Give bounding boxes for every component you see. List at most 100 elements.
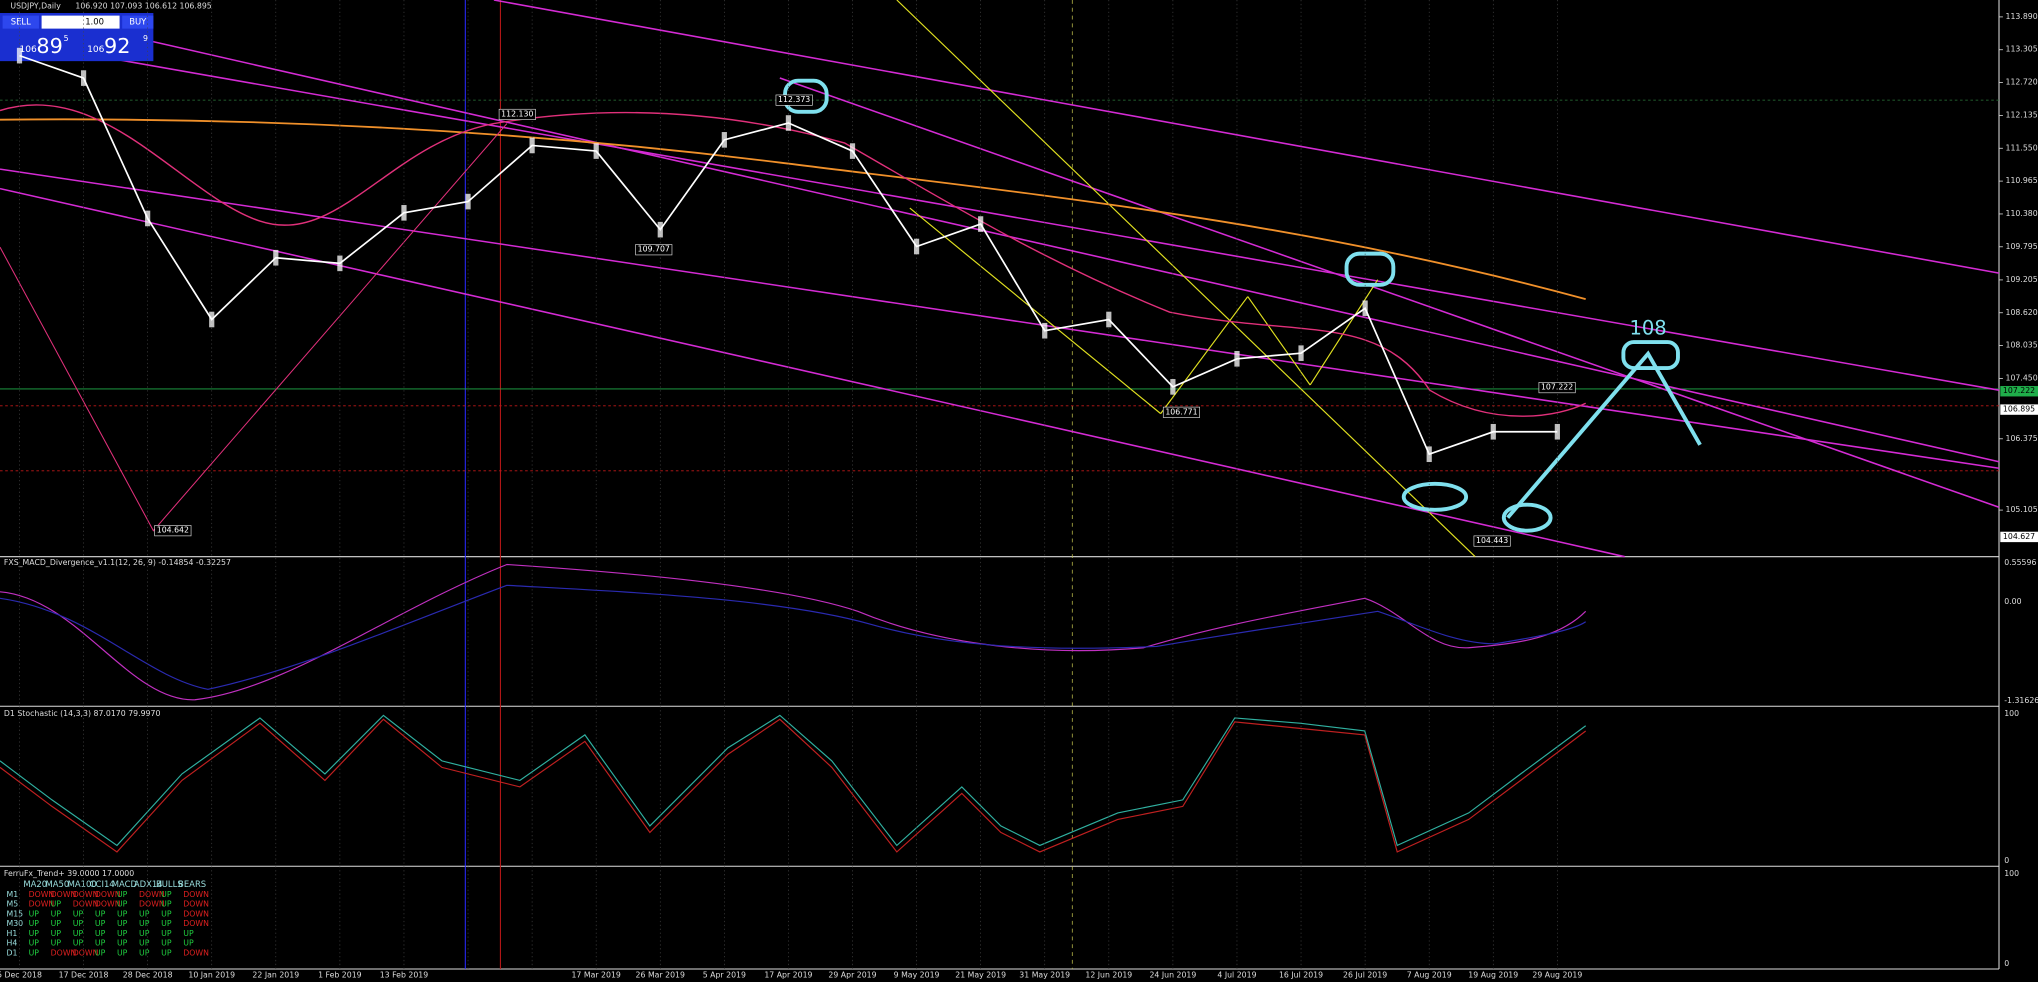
- bid-sup[interactable]: 5: [64, 34, 69, 43]
- x-tick-label: 29 Apr 2019: [828, 970, 876, 979]
- annotation-box: [635, 244, 673, 256]
- trend-cell: DOWN: [73, 948, 99, 957]
- lot-input[interactable]: [41, 15, 120, 29]
- trend-cell: DOWN: [95, 890, 121, 899]
- y-tick-label: 113.305: [2006, 45, 2038, 54]
- trend-cell: UP: [139, 939, 150, 948]
- lot-value[interactable]: 1.00: [85, 17, 104, 27]
- annotation-box: [498, 108, 536, 120]
- y-tick-label: 108.620: [2006, 308, 2038, 317]
- stoch-tick: 0: [2004, 856, 2009, 865]
- bid-prefix[interactable]: 106: [19, 45, 37, 55]
- y-tick-label: 111.550: [2006, 143, 2038, 152]
- y-tick-label: 108.035: [2006, 341, 2038, 350]
- trend-cell: DOWN: [183, 948, 209, 957]
- target-label: 108: [1629, 317, 1666, 340]
- price-label-bg: [2000, 531, 2038, 543]
- trend-tick: 100: [2004, 869, 2019, 878]
- macd-tick: 0.00: [2004, 597, 2021, 606]
- y-tick-label: 112.135: [2006, 110, 2038, 119]
- x-tick-label: 10 Jan 2019: [188, 970, 235, 979]
- candle: [1426, 446, 1432, 463]
- annotation: 112.130: [501, 109, 533, 118]
- trend-cell: UP: [51, 900, 62, 909]
- candle: [978, 216, 984, 232]
- annotation-box: [1473, 535, 1511, 547]
- candle: [1106, 311, 1112, 328]
- y-tick-label: 110.380: [2006, 209, 2038, 218]
- candle: [1234, 350, 1240, 367]
- sell-label[interactable]: SELL: [11, 17, 31, 27]
- y-tick-label: 109.795: [2006, 242, 2038, 251]
- annotation-box: [1162, 406, 1200, 418]
- trend-cell: UP: [29, 939, 40, 948]
- ask-prefix[interactable]: 106: [87, 45, 105, 55]
- trend-timeframe: M5: [6, 900, 18, 909]
- stoch-tick: 100: [2004, 709, 2019, 718]
- zigzag: [0, 123, 508, 532]
- trend-cell: UP: [51, 919, 62, 928]
- trend-cell: UP: [29, 929, 40, 938]
- stoch-signal: [0, 714, 1587, 847]
- trend-cell: UP: [51, 929, 62, 938]
- moving-average: [0, 118, 1586, 301]
- trend-timeframe: H1: [6, 929, 17, 938]
- annotation: 107.222: [1541, 383, 1573, 392]
- one-click-trading: SELL 1.00 BUY 106 89 5 106 92 9: [0, 13, 154, 62]
- y-tick-label: 105.105: [2006, 505, 2038, 514]
- candle: [401, 205, 407, 221]
- trend-cell: UP: [117, 948, 128, 957]
- trend-cell: DOWN: [183, 890, 209, 899]
- ohlc: 106.920 107.093 106.612 106.895: [75, 2, 211, 11]
- ask-big[interactable]: 92: [104, 34, 130, 58]
- price-label: 106.895: [2003, 405, 2035, 414]
- x-tick-label: 17 Mar 2019: [571, 970, 620, 979]
- y-tick-label: 112.720: [2006, 78, 2038, 87]
- buy-label[interactable]: BUY: [129, 17, 147, 27]
- x-tick-label: 24 Jun 2019: [1149, 970, 1196, 979]
- trend-cell: UP: [73, 919, 84, 928]
- bid-big[interactable]: 89: [36, 34, 62, 58]
- candle: [1298, 345, 1304, 361]
- candle: [1554, 423, 1560, 440]
- x-tick-label: 22 Jan 2019: [252, 970, 299, 979]
- trend-cell: DOWN: [29, 890, 55, 899]
- y-tick-label: 106.375: [2006, 434, 2038, 443]
- moving-average: [0, 104, 1587, 417]
- trend-cell: UP: [161, 939, 172, 948]
- x-tick-label: 17 Apr 2019: [764, 970, 812, 979]
- trend-cell: DOWN: [139, 900, 165, 909]
- trend-cell: UP: [95, 929, 106, 938]
- macd-line: [0, 563, 1587, 701]
- x-tick-label: 12 Jun 2019: [1085, 970, 1132, 979]
- trend-timeframe: M15: [6, 909, 23, 918]
- trend-cell: UP: [117, 900, 128, 909]
- trend-cell: UP: [117, 919, 128, 928]
- candle: [913, 238, 920, 255]
- trend-cell: UP: [95, 909, 106, 918]
- price-label-bg: [2000, 404, 2038, 415]
- trend-cell: DOWN: [183, 919, 209, 928]
- candle: [1042, 322, 1048, 339]
- trend-title: FerruFx_Trend+ 39.0000 17.0000: [4, 869, 134, 878]
- trend-cell: UP: [117, 890, 128, 899]
- annotation: 104.443: [1476, 536, 1508, 545]
- trend-cell: UP: [51, 909, 62, 918]
- x-tick-label: 26 Mar 2019: [636, 970, 685, 979]
- candle: [1490, 423, 1496, 440]
- sell-button[interactable]: [2, 15, 39, 29]
- trend-cell: UP: [117, 909, 128, 918]
- x-tick-label: 29 Aug 2019: [1532, 970, 1582, 979]
- trend-cell: UP: [139, 948, 150, 957]
- trend-cell: UP: [95, 919, 106, 928]
- trend-cell: UP: [117, 929, 128, 938]
- candle: [80, 70, 87, 86]
- ask-sup[interactable]: 9: [143, 34, 148, 43]
- buy-button[interactable]: [122, 15, 154, 29]
- trend-cell: UP: [161, 919, 172, 928]
- x-tick-label: 17 Dec 2018: [59, 970, 109, 979]
- trend-column: MA20: [23, 879, 47, 889]
- x-tick-label: 19 Aug 2019: [1468, 970, 1518, 979]
